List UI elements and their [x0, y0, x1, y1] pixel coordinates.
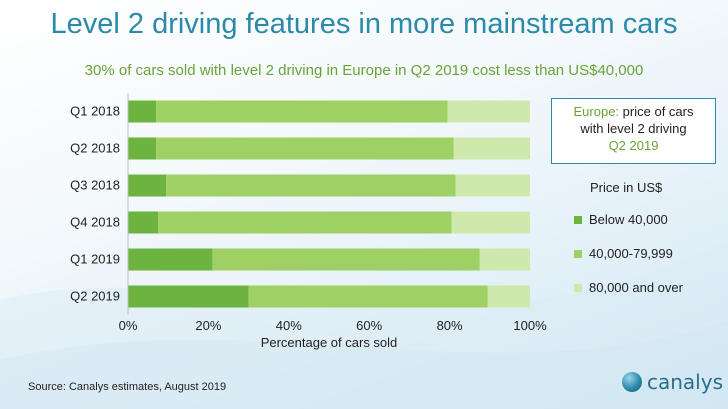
bar-segment-5-1: [128, 248, 213, 271]
x-tick-label: 80%: [437, 318, 463, 333]
info-line-2: with level 2 driving: [580, 121, 687, 136]
bar-segment-3-3: [455, 174, 530, 197]
bar-segment-4-1: [128, 211, 159, 234]
y-tick-label: Q3 2018: [70, 178, 120, 193]
info-line-3: Q2 2019: [608, 138, 659, 153]
chart-title: Level 2 driving features in more mainstr…: [50, 8, 678, 40]
legend-label: 40,000-79,999: [589, 246, 673, 261]
globe-icon: [622, 372, 642, 392]
canalys-logo: canalys: [622, 370, 723, 394]
legend-label: Below 40,000: [589, 212, 668, 227]
info-rest: price of cars: [619, 104, 694, 119]
x-tick-label: 0%: [119, 318, 138, 333]
info-line-1: Europe: price of cars: [552, 103, 715, 120]
y-tick-label: Q2 2019: [70, 289, 120, 304]
bar-segment-4-3: [451, 211, 530, 234]
info-box: Europe: price of cars with level 2 drivi…: [551, 98, 716, 164]
y-tick-label: Q2 2018: [70, 141, 120, 156]
source-note: Source: Canalys estimates, August 2019: [28, 381, 227, 393]
bar-segment-3-1: [128, 174, 167, 197]
bar-segment-5-3: [479, 248, 530, 271]
logo-text: canalys: [647, 370, 723, 394]
y-tick-label: Q1 2018: [70, 104, 120, 119]
legend-item-40000-79999: 40,000-79,999: [574, 246, 673, 261]
legend-swatch: [574, 283, 582, 292]
bar-segment-6-1: [128, 285, 249, 308]
x-axis-label: Percentage of cars sold: [261, 335, 398, 350]
legend-title: Price in US$: [590, 180, 663, 195]
x-tick-label: 60%: [356, 318, 382, 333]
x-tick-label: 40%: [276, 318, 302, 333]
legend-swatch: [574, 215, 582, 224]
bar-segment-5-2: [212, 248, 480, 271]
bar-segment-4-2: [158, 211, 452, 234]
bar-segment-1-1: [128, 100, 157, 123]
x-tick-label: 20%: [195, 318, 221, 333]
bar-segment-6-2: [248, 285, 488, 308]
y-tick-label: Q4 2018: [70, 215, 120, 230]
legend-item-80000-and-over: 80,000 and over: [574, 280, 683, 295]
y-tick-label: Q1 2019: [70, 252, 120, 267]
bar-segment-6-3: [487, 285, 530, 308]
bar-segment-2-3: [453, 137, 530, 160]
chart-subtitle: 30% of cars sold with level 2 driving in…: [84, 62, 644, 79]
bar-segment-1-2: [156, 100, 448, 123]
legend-item-below-40000: Below 40,000: [574, 212, 668, 227]
bar-segment-3-2: [166, 174, 456, 197]
info-highlight: Europe:: [573, 104, 620, 119]
bar-segment-1-3: [447, 100, 530, 123]
legend-label: 80,000 and over: [589, 280, 683, 295]
bar-segment-2-2: [156, 137, 454, 160]
x-tick-label: 100%: [513, 318, 547, 333]
legend-swatch: [574, 249, 582, 258]
bar-segment-2-1: [128, 137, 157, 160]
